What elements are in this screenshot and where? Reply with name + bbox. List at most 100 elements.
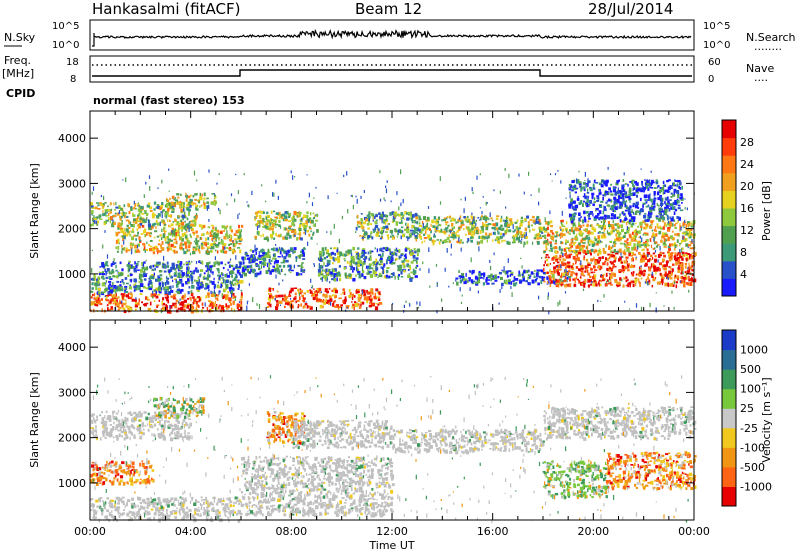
data-cell [218,276,220,280]
data-cell [111,307,114,310]
data-cell [180,208,183,212]
data-cell [612,266,615,269]
data-cell [687,228,691,231]
data-cell [591,276,595,280]
data-cell [491,277,495,280]
data-cell [590,279,592,283]
data-cell [219,231,223,234]
data-cell [638,244,642,248]
data-cell [101,203,105,206]
data-cell [200,282,203,286]
data-cell [678,216,681,221]
data-cell [164,265,166,269]
data-cell [174,302,177,305]
data-cell [672,194,676,197]
data-cell [668,270,672,275]
data-cell [438,230,441,233]
data-cell [626,238,629,241]
data-cell [517,237,520,241]
data-cell [165,289,168,291]
data-cell [148,175,151,179]
data-cell [689,266,693,270]
data-cell [324,274,327,279]
data-cell [648,215,651,219]
data-cell [121,247,125,251]
data-cell [610,230,613,235]
data-cell [221,225,225,229]
data-cell [273,219,277,222]
data-cell [176,193,180,196]
data-cell [602,182,605,185]
data-cell [361,270,365,273]
data-cell [372,218,374,222]
data-cell [587,180,591,184]
data-cell [406,217,410,221]
data-cell [519,280,522,284]
data-cell [189,198,192,201]
data-cell [301,216,305,220]
data-cell [183,225,187,230]
data-cell [612,228,615,230]
data-cell [637,225,640,228]
data-cell [660,207,662,212]
data-cell [177,275,181,278]
data-cell [188,201,192,205]
data-cell [277,270,281,274]
data-cell [689,233,693,236]
data-cell [558,265,561,269]
data-cell [196,243,199,248]
data-cell [499,236,504,239]
data-cell [125,286,127,290]
data-cell [238,224,240,229]
data-cell [573,237,577,240]
data-cell [332,272,335,277]
data-cell [132,214,136,217]
data-cell [145,296,149,300]
data-cell [288,254,292,258]
data-cell [227,261,230,264]
data-cell [458,219,462,222]
data-cell [486,236,489,240]
data-cell [101,262,104,266]
data-cell [101,276,103,279]
data-cell [388,258,391,261]
data-cell [683,223,685,227]
data-cell [595,209,597,212]
data-cell [312,217,316,219]
data-cell [404,248,408,252]
data-cell [161,219,164,223]
data-cell [540,269,544,273]
data-cell [670,266,672,270]
data-cell [609,260,612,263]
data-cell [364,251,367,254]
data-cell [232,301,235,305]
data-cell [641,237,643,242]
data-cell [574,191,577,194]
data-cell [544,235,547,238]
data-cell [377,227,379,231]
data-cell [210,290,212,294]
data-cell [331,278,335,281]
data-cell [231,293,233,298]
data-cell [297,215,300,218]
data-cell [466,280,469,283]
data-cell [149,275,153,278]
data-cell [654,235,656,239]
data-cell [105,215,108,217]
data-cell [598,204,602,207]
data-cell [512,280,515,283]
data-cell [315,296,318,299]
data-cell [383,219,387,222]
data-cell [654,260,657,263]
data-cell [651,202,654,205]
data-cell [212,226,215,230]
data-cell [563,248,566,251]
data-cell [366,296,369,301]
data-cell [107,209,111,212]
data-cell [619,219,622,223]
data-cell [186,197,188,199]
data-cell [184,228,188,231]
data-cell [156,215,159,219]
data-cell [174,305,177,309]
data-cell [179,200,182,203]
